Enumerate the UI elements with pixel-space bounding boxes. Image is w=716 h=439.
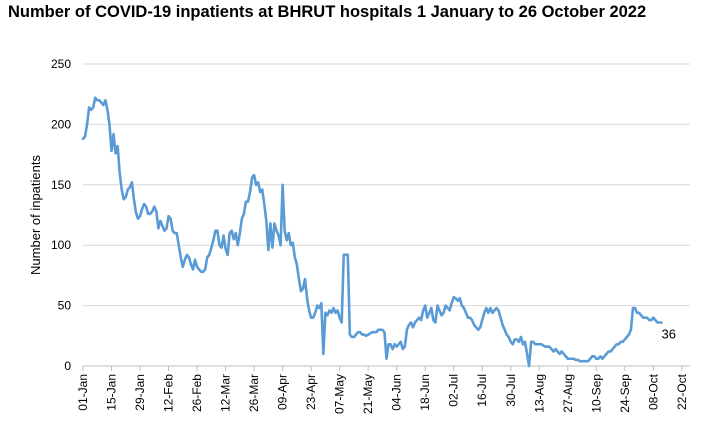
x-tick-label: 27-Aug xyxy=(561,374,575,413)
series-group xyxy=(81,96,663,368)
x-tick-label: 24-Sep xyxy=(618,374,632,413)
x-tick-label: 04-Jun xyxy=(390,374,404,411)
x-tick-label: 08-Oct xyxy=(646,373,660,410)
x-tick-label: 29-Jan xyxy=(133,374,147,411)
x-tick-label: 18-Jun xyxy=(418,374,432,411)
y-axis-label: Number of inpatients xyxy=(28,155,43,275)
x-tick-label: 15-Jan xyxy=(105,374,119,411)
x-tick-label: 09-Apr xyxy=(276,374,290,410)
x-tick-label: 26-Feb xyxy=(190,374,204,412)
x-tick-label: 30-Jul xyxy=(504,374,518,407)
x-tick-label: 13-Aug xyxy=(532,374,546,413)
x-tick-label: 26-Mar xyxy=(247,374,261,412)
x-tick-labels: 01-Jan 15-Jan 29-Jan 12-Feb 26-Feb 12-Mar 26-M… xyxy=(76,373,689,414)
gridlines xyxy=(83,63,690,307)
x-tick-label: 07-May xyxy=(333,374,347,414)
end-data-label: 36 xyxy=(661,327,675,342)
series-line xyxy=(81,96,663,368)
x-tick-label: 21-May xyxy=(361,374,375,414)
chart-title: Number of COVID-19 inpatients at BHRUT h… xyxy=(8,3,647,21)
y-tick-label: 200 xyxy=(51,117,71,131)
y-tick-label: 250 xyxy=(51,57,71,71)
y-tick-label: 50 xyxy=(58,299,72,313)
x-tick-label: 23-Apr xyxy=(304,374,318,410)
y-tick-labels: 0 50 100 150 200 250 xyxy=(51,57,71,373)
axes xyxy=(82,365,690,371)
y-tick-label: 150 xyxy=(51,178,71,192)
x-tick-label: 12-Feb xyxy=(162,374,176,412)
x-tick-label: 16-Jul xyxy=(475,374,489,407)
x-tick-label: 10-Sep xyxy=(589,374,603,413)
x-tick-label: 22-Oct xyxy=(675,373,689,410)
x-tick-label: 02-Jul xyxy=(447,374,461,407)
y-tick-label: 100 xyxy=(51,238,71,252)
x-tick-label: 01-Jan xyxy=(76,374,90,411)
y-tick-label: 0 xyxy=(64,359,71,373)
x-tick-label: 12-Mar xyxy=(219,374,233,412)
